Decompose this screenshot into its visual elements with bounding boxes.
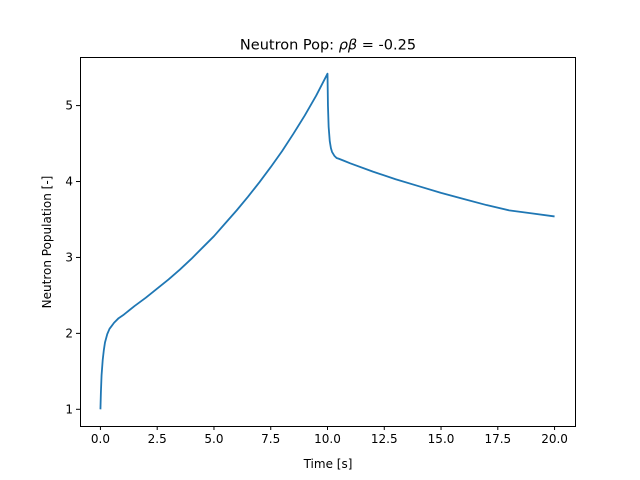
tick-layer: 0.0 2.5 5.0 7.5 10.0 12.5 15.0 17.5 20.0 1 2 3 4 5	[65, 99, 568, 446]
y-tick-label: 1	[65, 402, 73, 416]
y-tick-label: 2	[65, 326, 73, 340]
x-tick-label: 15.0	[428, 432, 455, 446]
x-tick-label: 17.5	[484, 432, 511, 446]
x-tick-label: 12.5	[371, 432, 398, 446]
y-axis-label: Neutron Population [-]	[40, 176, 54, 309]
x-tick-label: 2.5	[148, 432, 167, 446]
x-tick-label: 20.0	[541, 432, 568, 446]
x-axis-label: Time [s]	[303, 457, 353, 471]
x-tick-label: 5.0	[204, 432, 223, 446]
series-line-0	[99, 72, 555, 410]
y-tick-label: 5	[65, 99, 73, 113]
x-tick-label: 7.5	[261, 432, 280, 446]
plot-frame	[80, 57, 576, 427]
x-tick-label: 0.0	[91, 432, 110, 446]
y-tick-label: 4	[65, 175, 73, 189]
plot-layer	[99, 72, 555, 410]
chart-title: Neutron Pop: ρβ = -0.25	[240, 38, 416, 54]
x-tick-label: 10.0	[314, 432, 341, 446]
y-tick-label: 3	[65, 250, 73, 264]
